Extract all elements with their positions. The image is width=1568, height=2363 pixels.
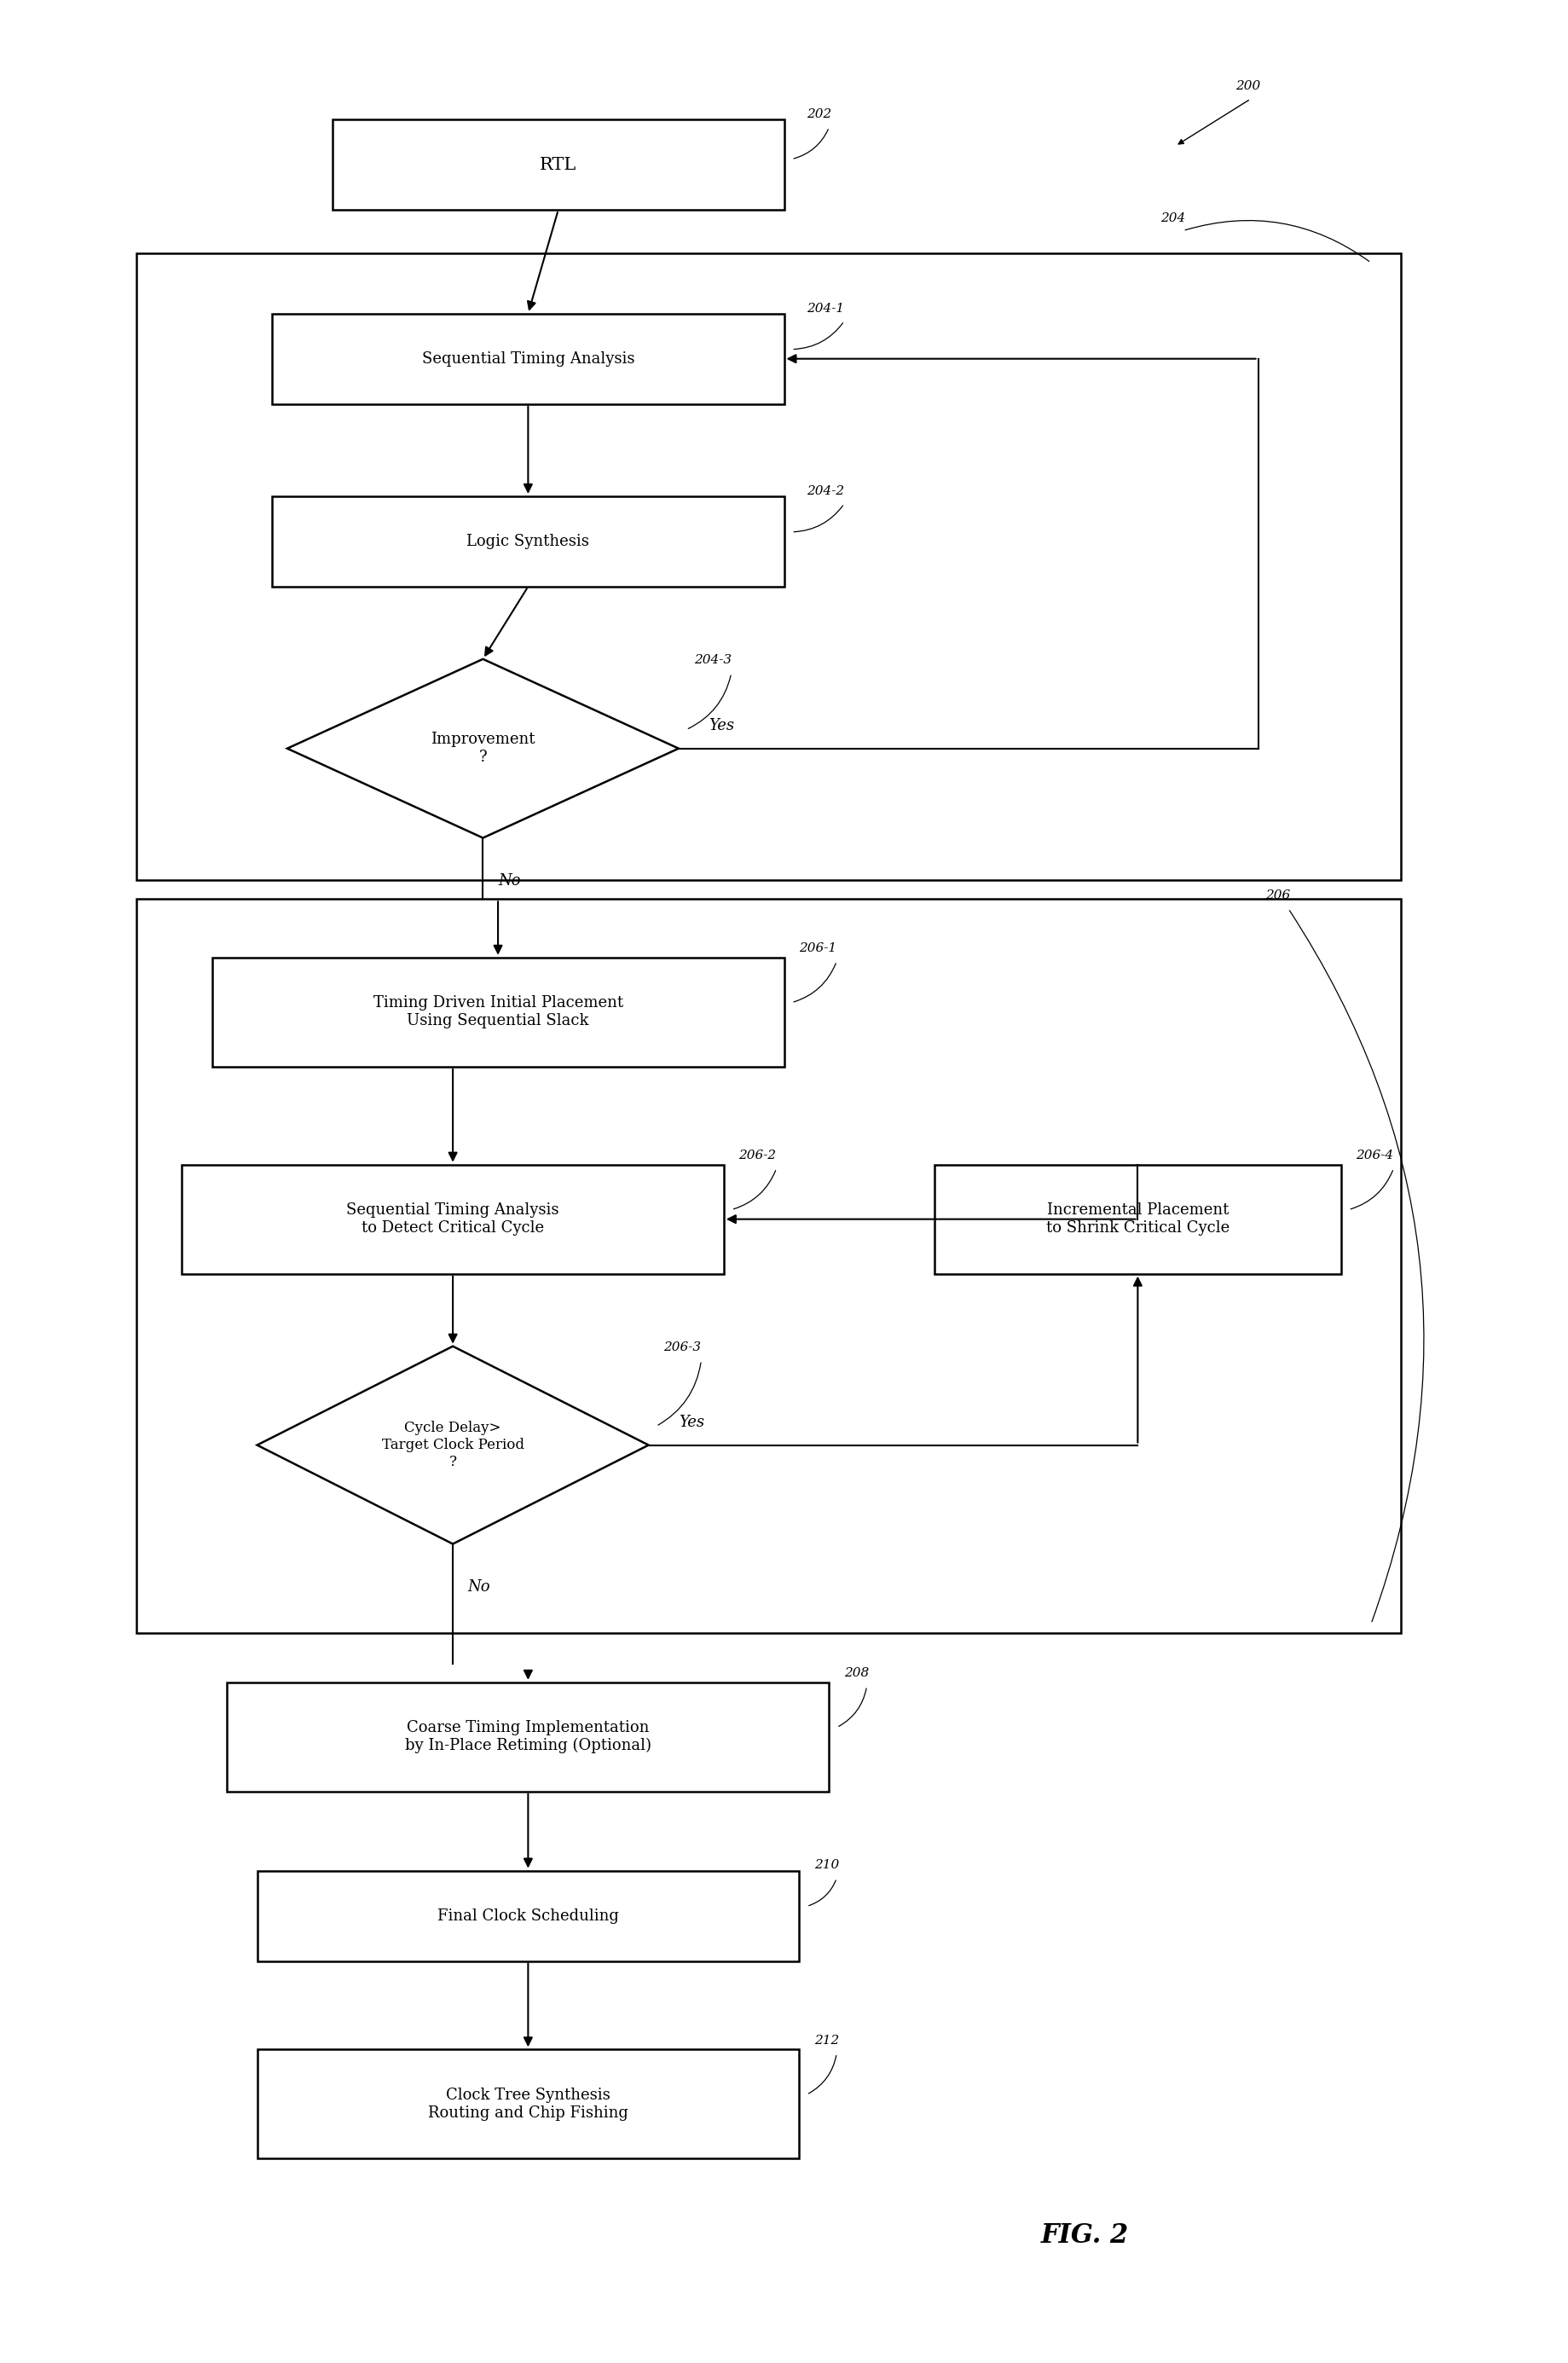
Text: 212: 212	[814, 2035, 839, 2046]
Text: 206: 206	[1265, 891, 1290, 903]
Bar	[257, 1871, 800, 1961]
Text: Clock Tree Synthesis
Routing and Chip Fishing: Clock Tree Synthesis Routing and Chip Fi…	[428, 2087, 629, 2120]
Text: 206-4: 206-4	[1356, 1148, 1394, 1163]
Bar	[273, 314, 784, 404]
Text: Cycle Delay>
Target Clock Period
?: Cycle Delay> Target Clock Period ?	[381, 1420, 524, 1470]
Bar	[136, 898, 1402, 1633]
Text: Coarse Timing Implementation
by In-Place Retiming (Optional): Coarse Timing Implementation by In-Place…	[405, 1720, 651, 1753]
Bar	[136, 253, 1402, 881]
Text: 204-2: 204-2	[806, 484, 844, 496]
Bar	[273, 496, 784, 586]
Bar	[212, 957, 784, 1066]
Bar	[935, 1165, 1341, 1274]
Text: 204-1: 204-1	[806, 302, 844, 314]
Bar	[182, 1165, 724, 1274]
Text: Sequential Timing Analysis: Sequential Timing Analysis	[422, 352, 635, 366]
Text: 206-2: 206-2	[739, 1148, 776, 1163]
Polygon shape	[257, 1347, 649, 1543]
Bar	[257, 2049, 800, 2160]
Text: Incremental Placement
to Shrink Critical Cycle: Incremental Placement to Shrink Critical…	[1046, 1203, 1229, 1236]
Text: 208: 208	[844, 1668, 869, 1680]
Text: 210: 210	[814, 1860, 839, 1871]
Text: 204: 204	[1160, 213, 1185, 224]
Text: No: No	[467, 1578, 491, 1595]
Text: Improvement
?: Improvement ?	[431, 733, 535, 766]
Text: Logic Synthesis: Logic Synthesis	[467, 534, 590, 548]
Text: Final Clock Scheduling: Final Clock Scheduling	[437, 1907, 619, 1923]
Text: 202: 202	[806, 109, 831, 121]
Text: Sequential Timing Analysis
to Detect Critical Cycle: Sequential Timing Analysis to Detect Cri…	[347, 1203, 560, 1236]
Bar	[332, 121, 784, 210]
Text: No: No	[499, 872, 521, 888]
Text: Timing Driven Initial Placement
Using Sequential Slack: Timing Driven Initial Placement Using Se…	[373, 995, 622, 1028]
Text: 206-3: 206-3	[663, 1342, 701, 1354]
Text: Yes: Yes	[709, 718, 734, 733]
Text: RTL: RTL	[539, 156, 577, 172]
Polygon shape	[287, 659, 679, 839]
Bar	[227, 1682, 829, 1791]
Text: 204-3: 204-3	[693, 655, 731, 666]
Text: FIG. 2: FIG. 2	[1041, 2224, 1129, 2250]
Text: 200: 200	[1236, 80, 1261, 92]
Text: Yes: Yes	[679, 1415, 704, 1430]
Text: 206-1: 206-1	[800, 943, 837, 955]
